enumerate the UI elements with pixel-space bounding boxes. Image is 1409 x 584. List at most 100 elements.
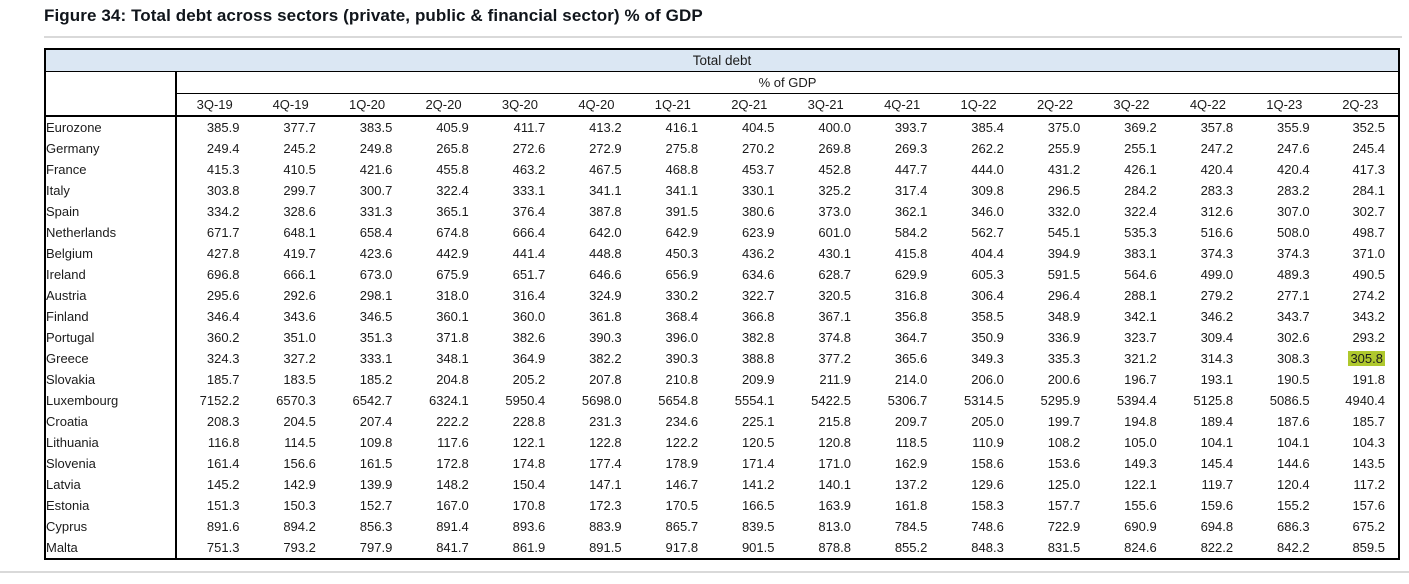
value-cell: 193.1 <box>1200 372 1234 387</box>
column-header-1q-22: 1Q-22 <box>940 93 1017 117</box>
value-cell: 365.1 <box>436 204 469 219</box>
value-cell: 283.2 <box>1277 183 1310 198</box>
row-label: Malta <box>45 537 177 559</box>
table-row-spain: Spain 334.2 328.6 331.3 365.1 376.4 387.8 391.5… <box>45 201 1399 222</box>
value-cell: 839.5 <box>741 519 775 534</box>
value-cell: 410.5 <box>283 162 316 177</box>
value-cell: 120.5 <box>741 435 775 450</box>
value-cell: 122.1 <box>1124 477 1157 492</box>
value-cell: 368.4 <box>665 309 699 324</box>
column-header-4q-21: 4Q-21 <box>863 93 941 117</box>
value-cell: 489.3 <box>1277 267 1310 282</box>
value-cell: 144.6 <box>1277 456 1310 471</box>
value-cell: 349.3 <box>971 351 1004 366</box>
value-cell: 191.8 <box>1352 372 1385 387</box>
value-cell: 371.8 <box>436 330 469 345</box>
value-cell: 404.4 <box>971 246 1004 261</box>
figure-title: Figure 34: Total debt across sectors (pr… <box>44 6 703 25</box>
group-header-row: Total debt <box>45 49 1399 72</box>
value-cell: 300.7 <box>359 183 393 198</box>
value-cell: 382.8 <box>741 330 775 345</box>
value-cell: 360.1 <box>436 309 469 324</box>
value-cell: 207.8 <box>589 372 622 387</box>
value-cell: 139.9 <box>359 477 393 492</box>
value-cell: 417.3 <box>1352 162 1385 177</box>
value-cell: 330.1 <box>741 183 775 198</box>
row-label: Slovakia <box>45 369 177 390</box>
column-header-1q-23: 1Q-23 <box>1246 93 1323 117</box>
value-cell: 413.2 <box>589 120 622 135</box>
row-label: Cyprus <box>45 516 177 537</box>
value-cell: 591.5 <box>1047 267 1081 282</box>
value-cell: 208.3 <box>206 414 240 429</box>
value-cell: 516.6 <box>1200 225 1234 240</box>
value-cell: 842.2 <box>1277 540 1310 555</box>
value-cell: 848.3 <box>971 540 1004 555</box>
value-cell: 415.3 <box>206 162 240 177</box>
value-cell: 309.8 <box>971 183 1004 198</box>
value-cell: 172.3 <box>589 498 622 513</box>
corner-cell <box>45 71 177 117</box>
value-cell: 377.7 <box>283 120 316 135</box>
row-label: Greece <box>45 348 177 369</box>
value-cell: 357.8 <box>1200 120 1234 135</box>
value-cell: 204.5 <box>283 414 316 429</box>
value-cell: 365.6 <box>894 351 928 366</box>
value-cell: 666.4 <box>512 225 546 240</box>
value-cell: 161.5 <box>359 456 393 471</box>
value-cell: 343.6 <box>283 309 316 324</box>
table-row-france: France 415.3 410.5 421.6 455.8 463.2 467.5 468.… <box>45 159 1399 180</box>
row-label: Austria <box>45 285 177 306</box>
value-cell: 274.2 <box>1352 288 1385 303</box>
table-row-slovakia: Slovakia 185.7 183.5 185.2 204.8 205.2 207.8 21… <box>45 369 1399 390</box>
value-cell: 450.3 <box>665 246 699 261</box>
value-cell: 382.2 <box>589 351 622 366</box>
value-cell: 442.9 <box>436 246 469 261</box>
table-row-luxembourg: Luxembourg 7152.2 6570.3 6542.7 6324.1 5950.4… <box>45 390 1399 411</box>
value-cell: 293.2 <box>1352 330 1385 345</box>
row-label: Belgium <box>45 243 177 264</box>
column-header-3q-20: 3Q-20 <box>481 93 559 117</box>
value-cell: 535.3 <box>1124 225 1157 240</box>
value-cell: 411.7 <box>513 120 546 135</box>
value-cell: 332.0 <box>1047 204 1081 219</box>
value-cell: 323.7 <box>1124 330 1157 345</box>
table-row-greece: Greece 324.3 327.2 333.1 348.1 364.9 382.2 390.… <box>45 348 1399 369</box>
value-cell: 634.6 <box>741 267 775 282</box>
value-cell: 5654.8 <box>658 393 699 408</box>
value-cell: 748.6 <box>971 519 1004 534</box>
value-cell: 149.3 <box>1124 456 1157 471</box>
value-cell: 156.6 <box>283 456 316 471</box>
value-cell: 141.2 <box>741 477 775 492</box>
column-header-4q-20: 4Q-20 <box>558 93 635 117</box>
value-cell: 163.9 <box>818 498 851 513</box>
table-body: Eurozone 385.9 377.7 383.5 405.9 411.7 413.2 41… <box>45 116 1399 559</box>
value-cell: 109.8 <box>359 435 393 450</box>
value-cell: 269.3 <box>894 141 928 156</box>
value-cell: 161.4 <box>206 456 240 471</box>
value-cell: 222.2 <box>436 414 469 429</box>
value-cell: 674.8 <box>436 225 469 240</box>
value-cell: 343.2 <box>1352 309 1385 324</box>
value-cell: 642.9 <box>665 225 699 240</box>
column-header-1q-20: 1Q-20 <box>328 93 406 117</box>
value-cell: 272.9 <box>589 141 622 156</box>
table-row-slovenia: Slovenia 161.4 156.6 161.5 172.8 174.8 177.4 17… <box>45 453 1399 474</box>
value-cell: 420.4 <box>1277 162 1310 177</box>
value-cell: 628.7 <box>818 267 851 282</box>
value-cell: 166.5 <box>741 498 775 513</box>
table-row-ireland: Ireland 696.8 666.1 673.0 675.9 651.7 646.6 656… <box>45 264 1399 285</box>
value-cell: 891.4 <box>436 519 469 534</box>
value-cell: 334.2 <box>206 204 240 219</box>
value-cell: 426.1 <box>1124 162 1157 177</box>
value-cell: 430.1 <box>818 246 851 261</box>
value-cell: 335.3 <box>1047 351 1081 366</box>
value-cell: 157.7 <box>1047 498 1081 513</box>
value-cell: 142.9 <box>283 477 316 492</box>
table-row-cyprus: Cyprus 891.6 894.2 856.3 891.4 893.6 883.9 865.… <box>45 516 1399 537</box>
value-cell: 262.2 <box>971 141 1004 156</box>
value-cell: 5422.5 <box>811 393 851 408</box>
value-cell: 296.5 <box>1047 183 1081 198</box>
value-cell: 211.9 <box>819 372 851 387</box>
value-cell: 324.3 <box>206 351 240 366</box>
